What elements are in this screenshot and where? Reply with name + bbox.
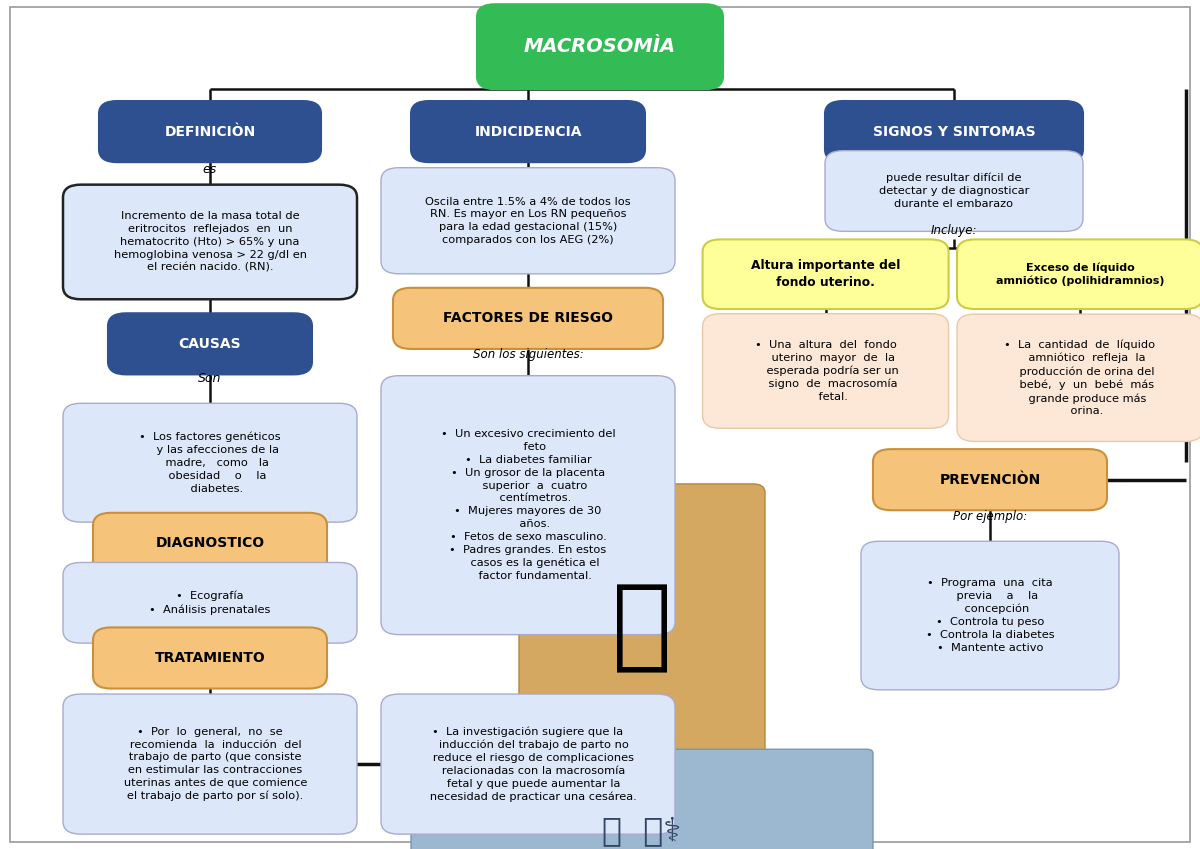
Text: •  Programa  una  cita
    previa    a    la
    concepción
•  Controla tu peso
: • Programa una cita previa a la concepci… bbox=[925, 578, 1055, 653]
Text: •  Un excesivo crecimiento del
    feto
•  La diabetes familiar
•  Un grosor de : • Un excesivo crecimiento del feto • La … bbox=[440, 430, 616, 581]
FancyBboxPatch shape bbox=[872, 449, 1106, 510]
FancyBboxPatch shape bbox=[382, 694, 674, 834]
Text: es: es bbox=[203, 163, 217, 177]
Text: Altura importante del
fondo uterino.: Altura importante del fondo uterino. bbox=[751, 260, 900, 289]
Text: 👶: 👶 bbox=[612, 580, 672, 677]
Text: FACTORES DE RIESGO: FACTORES DE RIESGO bbox=[443, 312, 613, 325]
FancyBboxPatch shape bbox=[62, 403, 358, 522]
Text: •  Ecografía
•  Análisis prenatales: • Ecografía • Análisis prenatales bbox=[149, 591, 271, 615]
Text: •  Los factores genéticos
    y las afecciones de la
    madre,   como   la
    : • Los factores genéticos y las afeccione… bbox=[139, 432, 281, 493]
Text: DEFINICIÒN: DEFINICIÒN bbox=[164, 125, 256, 138]
FancyBboxPatch shape bbox=[860, 542, 1118, 689]
FancyBboxPatch shape bbox=[382, 375, 674, 635]
FancyBboxPatch shape bbox=[94, 513, 326, 574]
FancyBboxPatch shape bbox=[62, 694, 358, 834]
Text: Por ejemplo:: Por ejemplo: bbox=[953, 509, 1027, 523]
Text: PREVENCIÒN: PREVENCIÒN bbox=[940, 473, 1040, 486]
Text: MACROSOMÌA: MACROSOMÌA bbox=[524, 37, 676, 56]
Text: Incremento de la masa total de
eritrocitos  reflejados  en  un
hematocrito (Hto): Incremento de la masa total de eritrocit… bbox=[114, 211, 306, 273]
FancyBboxPatch shape bbox=[412, 750, 874, 849]
Text: INDICIDENCIA: INDICIDENCIA bbox=[474, 125, 582, 138]
FancyBboxPatch shape bbox=[382, 168, 674, 273]
Text: puede resultar difícil de
detectar y de diagnosticar
durante el embarazo: puede resultar difícil de detectar y de … bbox=[878, 173, 1030, 209]
FancyBboxPatch shape bbox=[520, 484, 766, 773]
Text: 🏥  👩‍⚕️: 🏥 👩‍⚕️ bbox=[602, 816, 682, 848]
Text: Oscila entre 1.5% a 4% de todos los
RN. Es mayor en Los RN pequeños
para la edad: Oscila entre 1.5% a 4% de todos los RN. … bbox=[425, 196, 631, 245]
Text: TRATAMIENTO: TRATAMIENTO bbox=[155, 651, 265, 665]
Text: Incluye:: Incluye: bbox=[931, 224, 977, 238]
FancyBboxPatch shape bbox=[94, 627, 326, 689]
FancyBboxPatch shape bbox=[62, 185, 358, 300]
Text: Son: Son bbox=[198, 372, 222, 385]
FancyBboxPatch shape bbox=[394, 288, 662, 349]
FancyBboxPatch shape bbox=[476, 4, 722, 89]
FancyBboxPatch shape bbox=[958, 314, 1200, 441]
FancyBboxPatch shape bbox=[826, 151, 1084, 231]
Text: SIGNOS Y SINTOMAS: SIGNOS Y SINTOMAS bbox=[872, 125, 1036, 138]
Text: Exceso de líquido
amniótico (polihidramnios): Exceso de líquido amniótico (polihidramn… bbox=[996, 262, 1164, 286]
FancyBboxPatch shape bbox=[108, 313, 312, 374]
FancyBboxPatch shape bbox=[958, 239, 1200, 309]
Text: DIAGNOSTICO: DIAGNOSTICO bbox=[156, 537, 264, 550]
FancyBboxPatch shape bbox=[410, 101, 646, 162]
FancyBboxPatch shape bbox=[702, 239, 948, 309]
Text: •  La investigación sugiere que la
   inducción del trabajo de parto no
   reduc: • La investigación sugiere que la inducc… bbox=[419, 726, 637, 802]
FancyBboxPatch shape bbox=[62, 563, 358, 644]
FancyBboxPatch shape bbox=[826, 101, 1084, 162]
FancyBboxPatch shape bbox=[98, 101, 320, 162]
Text: •  Una  altura  del  fondo
    uterino  mayor  de  la
    esperada podría ser un: • Una altura del fondo uterino mayor de … bbox=[752, 340, 899, 402]
Text: •  Por  lo  general,  no  se
   recomienda  la  inducción  del
   trabajo de par: • Por lo general, no se recomienda la in… bbox=[113, 727, 307, 801]
FancyBboxPatch shape bbox=[702, 314, 948, 429]
Text: CAUSAS: CAUSAS bbox=[179, 337, 241, 351]
Text: •  La  cantidad  de  líquido
    amniótico  refleja  la
    producción de orina : • La cantidad de líquido amniótico refle… bbox=[1004, 340, 1156, 416]
Text: Son los siguientes:: Son los siguientes: bbox=[473, 347, 583, 361]
